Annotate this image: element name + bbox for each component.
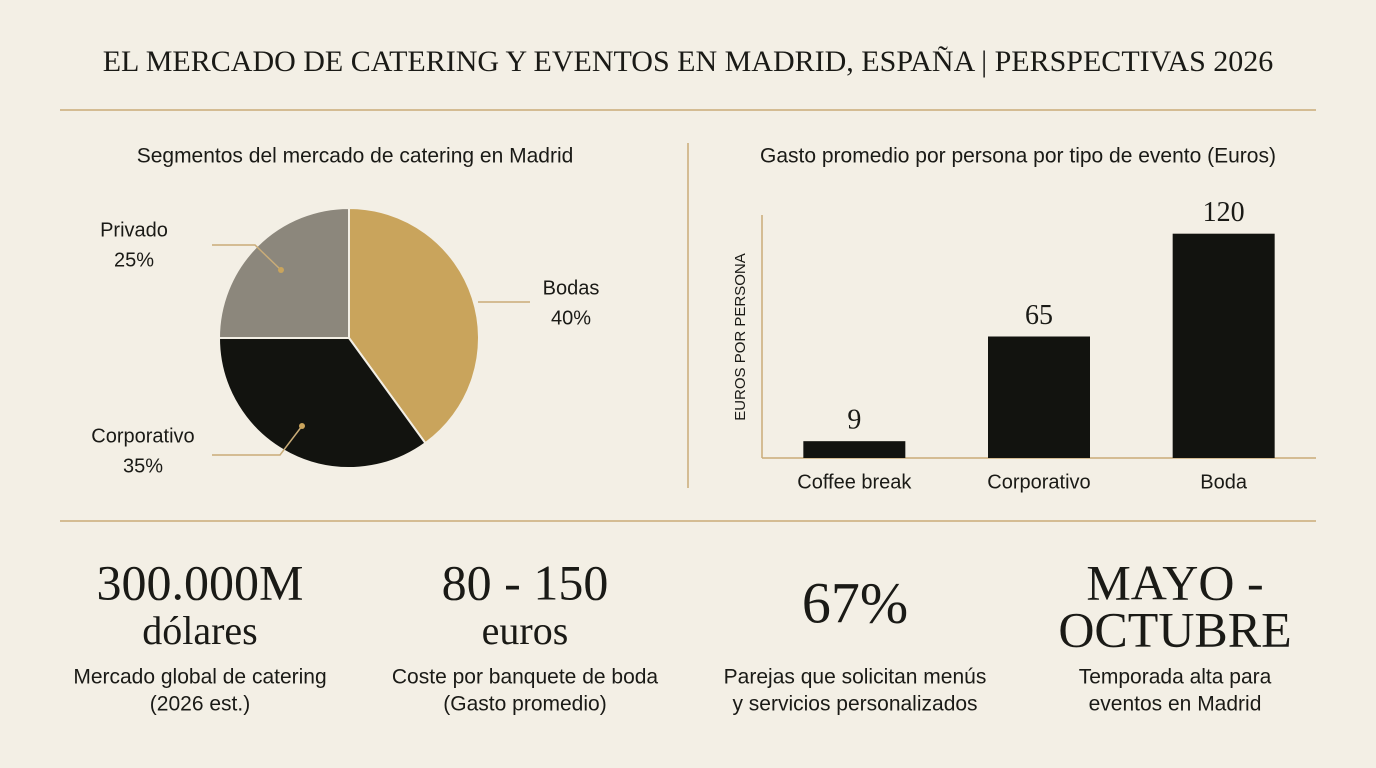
bar xyxy=(803,441,906,458)
y-axis-label: EUROS POR PERSONA xyxy=(732,253,749,421)
x-tick-label: Boda xyxy=(1200,471,1248,493)
stat-value: euros xyxy=(482,608,569,653)
stat-caption: Mercado global de catering xyxy=(73,666,326,689)
stat-value: MAYO - xyxy=(1086,554,1263,610)
pie-slice xyxy=(217,206,350,339)
stat-value: 67% xyxy=(802,570,908,635)
stat-value: 80 - 150 xyxy=(442,554,609,610)
stat-caption: (2026 est.) xyxy=(150,693,250,716)
value-label: 9 xyxy=(847,405,861,436)
value-label: 120 xyxy=(1203,197,1245,228)
slice-value: 35% xyxy=(123,455,163,477)
bar xyxy=(1172,233,1275,458)
chart-title: Gasto promedio por persona por tipo de e… xyxy=(760,145,1276,168)
slice-value: 25% xyxy=(114,249,154,271)
stat-value: OCTUBRE xyxy=(1058,601,1291,657)
stat-value: 300.000M xyxy=(97,554,304,610)
chart-title: Segmentos del mercado de catering en Mad… xyxy=(137,145,574,168)
slice-value: 40% xyxy=(551,307,591,329)
pie-slice xyxy=(348,206,480,445)
stat-caption: eventos en Madrid xyxy=(1089,693,1262,716)
stat-value: dólares xyxy=(142,608,258,653)
stat-caption: Parejas que solicitan menús xyxy=(724,666,987,689)
leader-line xyxy=(212,244,282,271)
stat-caption: y servicios personalizados xyxy=(732,693,977,716)
slice-label: Privado xyxy=(100,219,168,241)
leader-dot xyxy=(278,267,284,273)
pie-slice xyxy=(217,337,427,469)
x-tick-label: Coffee break xyxy=(797,471,912,493)
slice-label: Bodas xyxy=(543,277,600,299)
slice-label: Corporativo xyxy=(91,425,194,447)
page-title: EL MERCADO DE CATERING Y EVENTOS EN MADR… xyxy=(103,45,1274,78)
stat-caption: Coste por banquete de boda xyxy=(392,666,659,689)
leader-line xyxy=(212,425,303,456)
bar xyxy=(988,336,1090,458)
value-label: 65 xyxy=(1025,300,1053,331)
x-tick-label: Corporativo xyxy=(987,471,1090,493)
stat-caption: (Gasto promedio) xyxy=(443,693,606,716)
leader-dot xyxy=(299,423,305,429)
stat-caption: Temporada alta para xyxy=(1079,666,1272,689)
